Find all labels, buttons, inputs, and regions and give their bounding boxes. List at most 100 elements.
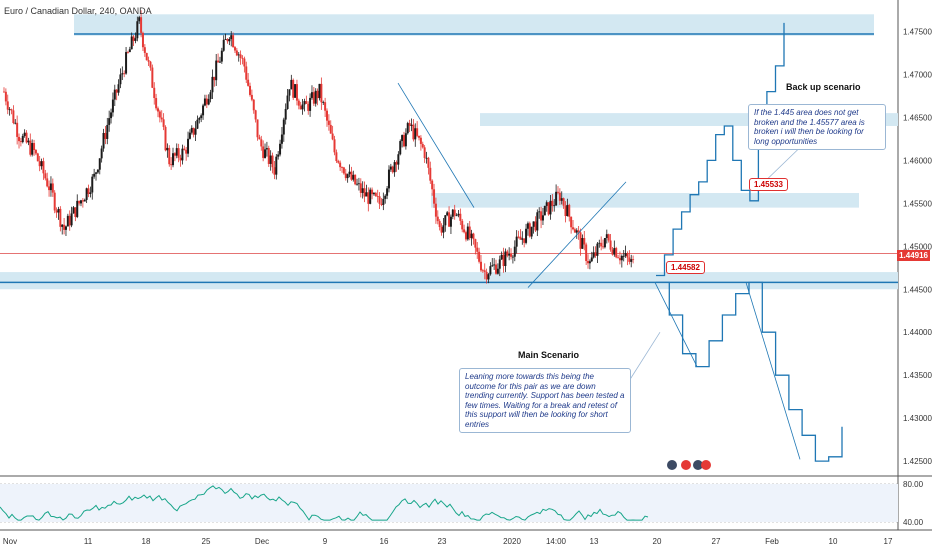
candle-body — [170, 164, 173, 166]
candle-body — [356, 183, 359, 185]
candle-body — [508, 254, 511, 256]
candle-body — [98, 158, 101, 170]
candle-body — [534, 221, 537, 231]
candle-body — [406, 123, 409, 134]
candle-body — [220, 50, 223, 62]
candle-body — [14, 122, 17, 124]
candle-body — [117, 84, 120, 93]
candle-body — [446, 212, 449, 216]
backup-scenario-title: Back up scenario — [786, 82, 861, 92]
candle-body — [410, 124, 413, 126]
candle-body — [622, 255, 625, 257]
rsi-tick-label: 80.00 — [903, 480, 924, 489]
candle-body — [449, 216, 452, 227]
candle-body — [185, 149, 188, 154]
candle-body — [205, 98, 208, 105]
candle-body — [209, 92, 212, 100]
candle-body — [474, 239, 477, 248]
time-tick-label: Feb — [765, 537, 779, 546]
candle-body — [134, 38, 137, 41]
candle-body — [620, 255, 623, 261]
candle-body — [262, 146, 265, 158]
candle-body — [104, 132, 107, 139]
candle-body — [36, 153, 39, 162]
candle-body — [568, 204, 571, 217]
candle-body — [275, 156, 278, 175]
price-label-lower[interactable]: 1.44582 — [666, 261, 705, 274]
candle-body — [348, 171, 351, 175]
time-tick-label: 9 — [323, 537, 328, 546]
candle-body — [602, 246, 605, 248]
candle-body — [493, 264, 496, 266]
candle-body — [72, 207, 75, 214]
candle-body — [583, 238, 586, 245]
candle-body — [168, 147, 171, 165]
candle-body — [521, 238, 524, 240]
candle-body — [314, 90, 317, 104]
trendline-up — [527, 181, 627, 288]
candle-body — [436, 216, 439, 222]
candle-body — [337, 161, 340, 163]
candle-body — [309, 97, 312, 111]
candle-body — [363, 188, 366, 197]
candle-body — [545, 202, 548, 206]
trendline-break — [654, 282, 698, 367]
candle-body — [294, 84, 297, 98]
price-tick-label: 1.46000 — [903, 156, 932, 165]
candle-body — [196, 119, 199, 129]
candle-body — [34, 150, 37, 154]
price-label-upper[interactable]: 1.45533 — [749, 178, 788, 191]
candle-body — [429, 167, 432, 181]
candle-body — [100, 148, 103, 159]
candle-body — [556, 191, 559, 193]
candle-body — [598, 242, 601, 244]
rsi-line — [0, 485, 649, 521]
candle-body — [147, 60, 150, 62]
trendline-down — [397, 82, 475, 208]
candle-body — [352, 174, 355, 180]
candle-body — [344, 173, 347, 179]
candle-body — [16, 122, 19, 137]
candle-body — [44, 173, 47, 179]
candle-body — [8, 109, 11, 111]
backup-scenario-note[interactable]: If the 1.445 area does not get broken an… — [748, 104, 886, 150]
candle-body — [397, 154, 400, 165]
candle-body — [630, 259, 633, 262]
candle-body — [290, 79, 293, 90]
candle-body — [495, 264, 498, 274]
candle-body — [628, 257, 631, 262]
candle-body — [286, 95, 289, 109]
candle-body — [126, 52, 129, 53]
candle-body — [51, 183, 54, 193]
candle-body — [404, 133, 407, 147]
candle-body — [384, 195, 387, 199]
candle-body — [190, 127, 193, 133]
candle-body — [153, 87, 156, 99]
candle-body — [305, 101, 308, 104]
main-scenario-title: Main Scenario — [518, 350, 580, 360]
candle-body — [42, 161, 45, 174]
candle-body — [536, 212, 539, 231]
candle-body — [95, 172, 98, 174]
candle-body — [444, 215, 447, 226]
candle-body — [333, 139, 336, 153]
main-note-pointer — [629, 332, 661, 380]
candle-body — [194, 128, 197, 135]
candle-body — [53, 192, 56, 211]
candle-body — [93, 173, 96, 177]
candle-body — [339, 162, 342, 168]
candle-body — [341, 167, 344, 168]
candle-body — [89, 192, 92, 194]
candle-body — [241, 57, 244, 59]
candle-body — [162, 119, 165, 127]
candle-body — [626, 253, 629, 258]
candle-body — [485, 271, 488, 280]
candle-body — [540, 211, 543, 221]
event-marker-icon — [681, 460, 691, 470]
candle-body — [393, 162, 396, 173]
main-scenario-note[interactable]: Leaning more towards this being the outc… — [459, 368, 631, 433]
candle-body — [596, 243, 599, 256]
candle-body — [357, 183, 360, 185]
candle-body — [78, 200, 81, 204]
